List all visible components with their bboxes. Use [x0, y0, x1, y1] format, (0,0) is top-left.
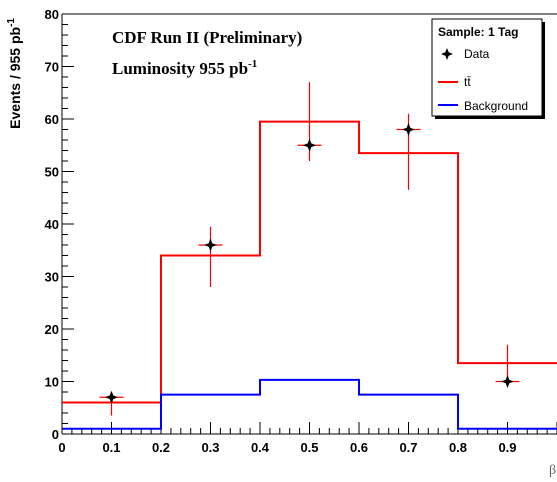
subtitle-main: Luminosity 955 pb — [112, 59, 248, 78]
legend-star-icon — [441, 48, 453, 60]
data-point — [303, 138, 316, 152]
y-tick-label: 80 — [45, 7, 59, 22]
y-tick-label: 70 — [45, 60, 59, 75]
ylabel-superscript: -1 — [6, 18, 17, 27]
legend-title: Sample: 1 Tag — [438, 25, 518, 39]
data-point — [105, 390, 118, 404]
y-tick-label: 20 — [45, 322, 59, 337]
x-axis-label: β — [549, 463, 556, 478]
x-tick-label: 0.8 — [449, 440, 467, 455]
background-histogram-line — [62, 378, 557, 430]
x-tick-label: 0.1 — [102, 440, 120, 455]
y-tick-label: 60 — [45, 112, 59, 127]
y-tick-label: 10 — [45, 375, 59, 390]
y-tick-label: 0 — [52, 427, 59, 442]
legend-box — [431, 18, 543, 117]
x-tick-label: 0.9 — [498, 440, 516, 455]
data-point — [204, 238, 217, 252]
y-axis-label: Events / 955 pb-1 — [6, 18, 23, 129]
y-tick-label: 30 — [45, 270, 59, 285]
x-tick-label: 0.3 — [201, 440, 219, 455]
data-point — [501, 375, 514, 388]
x-tick-label: 0.2 — [152, 440, 170, 455]
x-tick-label: 0.5 — [300, 440, 318, 455]
x-tick-label: 0.7 — [399, 440, 417, 455]
subtitle-superscript: -1 — [248, 58, 257, 70]
ylabel-main: Events / 955 pb — [7, 27, 23, 129]
x-tick-label: 0.4 — [251, 440, 270, 455]
legend-entry-background: Background — [464, 99, 528, 113]
y-tick-label: 40 — [45, 217, 59, 232]
legend-entry-data: Data — [464, 47, 490, 61]
legend-shadow-right — [542, 22, 545, 119]
y-tick-label: 50 — [45, 165, 59, 180]
legend-data-marker — [441, 48, 453, 60]
chart-subtitle: Luminosity 955 pb-1 — [112, 58, 257, 78]
legend: Sample: 1 Tag Data tt̄ Background — [431, 18, 545, 119]
x-tick-label: 0 — [58, 440, 65, 455]
legend-shadow-bottom — [435, 116, 545, 119]
chart-title: CDF Run II (Preliminary) — [112, 28, 302, 47]
x-tick-label: 0.6 — [350, 440, 368, 455]
legend-entry-ttbar: tt̄ — [464, 75, 471, 89]
plot-area: 0 10 20 30 40 50 60 70 80 0 0.1 0.2 0.3 0.4 0.5 0.6 0.7 0… — [45, 7, 557, 455]
data-point — [402, 123, 415, 136]
